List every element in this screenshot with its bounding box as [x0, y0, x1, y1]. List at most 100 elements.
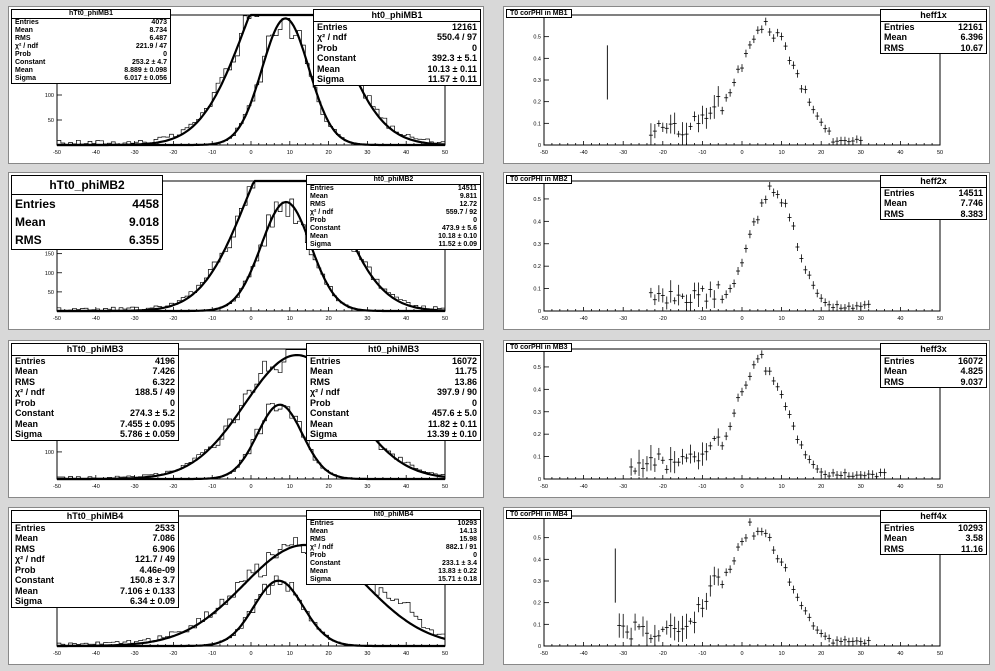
- hist-mb4-xtick-label: -20: [169, 651, 177, 657]
- stat-label: Sigma: [317, 74, 345, 84]
- efficiency-point: [672, 451, 677, 474]
- histogram-plot-mb4: -50-40-30-20-1001020304050100200: [45, 515, 448, 657]
- narrow-mb1-stats-row: Entries 4073: [12, 19, 170, 27]
- eff-mb4-xtick-label: 40: [897, 651, 903, 657]
- stat-label: Entries: [884, 522, 915, 533]
- efficiency-point: [791, 221, 796, 231]
- stat-value: 7.426: [152, 366, 175, 376]
- stat-label: RMS: [310, 536, 326, 543]
- eff-mb1-stats-row: Entries 12161: [881, 22, 986, 33]
- efficiency-point: [656, 120, 661, 127]
- histogram-pad-mb2: -50-40-30-20-100102030405050100150200250…: [8, 172, 484, 330]
- efficiency-point: [775, 554, 780, 563]
- efficiency-point: [827, 127, 832, 135]
- wide-mb3-stats-row: Constant 457.6 ± 5.0: [307, 408, 480, 419]
- stat-label: χ² / ndf: [15, 387, 45, 397]
- narrow-mb4-stats-row: Entries 2533: [12, 523, 178, 534]
- eff-mb2-xtick-label: 50: [937, 316, 943, 322]
- hist-mb4-xtick-label: -50: [53, 651, 61, 657]
- hist-mb1-xtick-label: -40: [92, 150, 100, 156]
- efficiency-point: [862, 639, 867, 646]
- stat-label: Mean: [310, 233, 328, 240]
- wide-mb2-stats-row: Sigma 11.52 ± 0.09: [307, 241, 480, 249]
- stat-value: 4458: [132, 197, 159, 211]
- efficiency-point: [637, 449, 642, 477]
- fit-curve-hTt0_phiMB1: [57, 17, 445, 147]
- stat-label: Prob: [15, 564, 36, 575]
- stat-label: Sigma: [310, 429, 338, 439]
- efficiency-point: [771, 34, 776, 43]
- hist-mb3-ytick-label: 100: [45, 450, 54, 456]
- efficiency-point: [831, 303, 836, 311]
- stat-label: RMS: [884, 376, 904, 387]
- narrow-mb4-stats-title: hTt0_phiMB4: [12, 511, 178, 523]
- stat-value: 0: [169, 397, 175, 408]
- efficiency-point: [771, 188, 776, 197]
- hist-mb4-xtick-label: 50: [442, 651, 448, 657]
- efficiency-point: [799, 440, 804, 449]
- stat-label: Prob: [15, 397, 36, 408]
- efficiency-point: [641, 616, 645, 637]
- eff-mb3-stats-row: RMS 9.037: [881, 377, 986, 388]
- efficiency-point: [652, 458, 657, 472]
- stat-value: 6.322: [152, 376, 175, 387]
- eff-mb3-stats-box: heff3x Entries 16072 Mean 4.825 RMS 9.037: [880, 343, 987, 388]
- efficiency-point: [680, 615, 685, 642]
- stat-label: RMS: [15, 35, 31, 42]
- efficiency-point: [811, 460, 816, 469]
- efficiency-point: [728, 88, 733, 97]
- hist-mb3-xtick-label: -50: [53, 484, 61, 490]
- narrow-mb2-stats-row: RMS 6.355: [12, 231, 162, 249]
- stat-value: 253.2 ± 4.7: [132, 59, 167, 66]
- efficiency-point: [850, 304, 855, 311]
- efficiency-point: [866, 470, 871, 479]
- efficiency-point: [751, 217, 756, 226]
- hist-mb2-xtick-label: 20: [326, 316, 332, 322]
- efficiency-title-mb1: T0 corPHI in MB1: [506, 9, 572, 18]
- stat-label: RMS: [310, 201, 326, 208]
- stat-value: 10.13 ± 0.11: [427, 63, 477, 74]
- efficiency-plot-mb2: -50 -40 -30 -20 -10 0 10 20 30 40 50 0 0.1 0.2 0.3 0.4 0…: [533, 180, 943, 322]
- stat-value: 0: [471, 42, 477, 53]
- efficiency-point: [747, 230, 752, 239]
- wide-mb3-stats-title: ht0_phiMB3: [307, 344, 480, 356]
- eff-mb3-xtick-label: -50: [540, 484, 548, 490]
- efficiency-point: [791, 422, 796, 431]
- efficiency-plot-mb3: -50 -40 -30 -20 -10 0 10 20 30 40 50 0 0.1 0.2 0.3 0.4 0…: [533, 348, 943, 490]
- eff-mb2-xtick-label: 20: [818, 316, 824, 322]
- efficiency-point: [732, 557, 737, 565]
- eff-mb4-ytick-label: 0.5: [533, 536, 541, 542]
- narrow-mb3-stats-row: Prob 0: [12, 398, 178, 409]
- efficiency-point: [759, 198, 764, 207]
- eff-mb2-xtick-label: -20: [659, 316, 667, 322]
- efficiency-point: [629, 627, 634, 646]
- efficiency-point: [704, 293, 709, 309]
- efficiency-point: [704, 443, 709, 461]
- efficiency-point: [763, 195, 768, 204]
- wide-mb2-stats-box: ht0_phiMB2 Entries 14511 Mean 9.811 RMS 12.72 χ…: [306, 175, 481, 250]
- efficiency-point: [700, 599, 705, 618]
- eff-mb3-ytick-label: 0.1: [533, 455, 541, 461]
- efficiency-point: [759, 350, 764, 359]
- histogram-ht0_phiMB2: [56, 181, 445, 312]
- stat-label: Sigma: [310, 576, 332, 583]
- wide-mb1-stats-row: Sigma 11.57 ± 0.11: [314, 74, 480, 85]
- wide-mb1-stats-row: χ² / ndf 550.4 / 97: [314, 32, 480, 43]
- wide-mb3-stats-row: RMS 13.86: [307, 377, 480, 388]
- efficiency-point: [783, 402, 788, 411]
- hist-mb2-xtick-label: 0: [249, 316, 252, 322]
- efficiency-point: [775, 382, 780, 391]
- eff-mb2-ytick-label: 0.2: [533, 264, 541, 270]
- efficiency-point: [747, 372, 752, 381]
- hist-mb2-ytick-label: 50: [48, 290, 54, 296]
- histogram-ht0_phiMB3: [56, 349, 445, 480]
- wide-mb4-stats-row: Mean 14.13: [307, 528, 480, 536]
- hist-mb3-xtick-label: -40: [92, 484, 100, 490]
- efficiency-point: [811, 281, 816, 290]
- efficiency-point: [854, 471, 859, 479]
- wide-mb2-stats-title: ht0_phiMB2: [307, 176, 480, 185]
- stat-value: 457.6 ± 5.0: [432, 408, 477, 418]
- wide-mb3-stats-row: Prob 0: [307, 398, 480, 409]
- efficiency-point: [747, 518, 752, 526]
- stat-value: 10293: [457, 520, 477, 527]
